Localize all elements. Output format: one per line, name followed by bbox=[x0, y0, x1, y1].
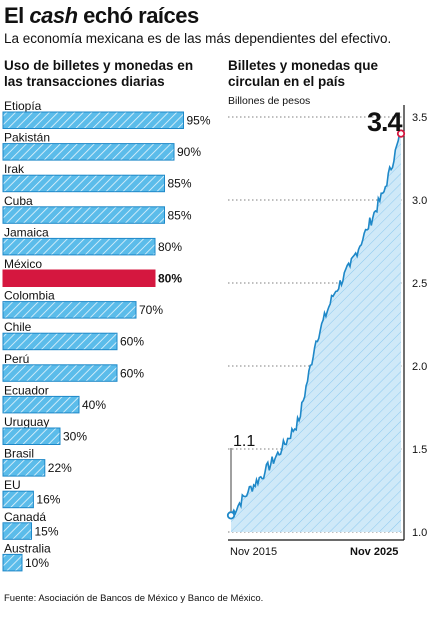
bar-value-label: 85% bbox=[168, 208, 192, 222]
source-note: Fuente: Asociación de Bancos de México y… bbox=[4, 593, 264, 604]
bar bbox=[2, 395, 80, 414]
bar bbox=[2, 206, 165, 224]
bar-chart: Etiopía 95% Pakistán 90% Irak 85% Cuba 85% Jamai… bbox=[2, 99, 211, 572]
y-tick-label: 2.0 bbox=[412, 361, 427, 373]
bar bbox=[2, 459, 46, 477]
bar-value-label: 40% bbox=[82, 398, 106, 412]
bar-value-label: 60% bbox=[120, 335, 144, 349]
start-marker bbox=[226, 511, 236, 520]
page-title: El cash echó raíces bbox=[4, 3, 199, 28]
bar-category-label: Ecuador bbox=[4, 383, 49, 397]
bar-category-label: Jamaica bbox=[4, 225, 49, 239]
area-fill bbox=[231, 133, 401, 532]
x-tick-label: Nov 2015 bbox=[230, 546, 277, 558]
x-tick-label: Nov 2025 bbox=[350, 546, 398, 558]
bar-value-label: 90% bbox=[177, 145, 201, 159]
bar-value-label: 85% bbox=[168, 177, 192, 191]
bar-value-label: 15% bbox=[35, 524, 59, 538]
bar bbox=[2, 111, 184, 129]
bar-category-label: Colombia bbox=[4, 289, 55, 303]
y-tick-label: 1.5 bbox=[412, 444, 427, 456]
bar-category-label: Chile bbox=[4, 320, 32, 334]
area-chart-title: Billetes y monedas que circulan en el pa… bbox=[228, 58, 379, 89]
bar-value-label: 80% bbox=[158, 240, 182, 254]
bar bbox=[2, 143, 175, 161]
bar-value-label: 22% bbox=[48, 461, 72, 475]
end-value-label: 3.4 bbox=[367, 107, 403, 137]
bar-value-label: 30% bbox=[63, 430, 87, 444]
y-tick-label: 3.0 bbox=[412, 195, 427, 207]
bar bbox=[2, 301, 137, 319]
bar bbox=[2, 553, 23, 572]
bar-category-label: México bbox=[4, 257, 42, 271]
bar bbox=[2, 522, 32, 540]
bar-category-label: Pakistán bbox=[4, 131, 50, 145]
y-tick-label: 2.5 bbox=[412, 278, 427, 290]
bar-category-label: Etiopía bbox=[4, 99, 42, 113]
bar-value-label: 60% bbox=[120, 366, 144, 380]
bar-category-label: Perú bbox=[4, 352, 29, 366]
page-subtitle: La economía mexicana es de las más depen… bbox=[4, 31, 392, 46]
bar bbox=[2, 364, 118, 382]
y-tick-label: 3.5 bbox=[412, 112, 427, 124]
bar-category-label: Irak bbox=[4, 162, 25, 176]
bar bbox=[2, 332, 118, 351]
bar bbox=[2, 490, 34, 509]
bar bbox=[2, 174, 165, 193]
start-value-label: 1.1 bbox=[233, 433, 255, 450]
end-marker bbox=[396, 129, 406, 138]
bar-category-label: Uruguay bbox=[4, 415, 49, 429]
bar-chart-title: Uso de billetes y monedas en las transac… bbox=[4, 58, 194, 89]
bar-value-label: 70% bbox=[139, 303, 163, 317]
bar-category-label: Canadá bbox=[4, 510, 46, 524]
bar bbox=[2, 427, 61, 445]
bar-value-label: 10% bbox=[25, 556, 49, 570]
bar-category-label: EU bbox=[4, 478, 21, 492]
bar bbox=[2, 237, 156, 256]
bar-highlight bbox=[2, 269, 156, 287]
bar-value-label: 80% bbox=[158, 272, 182, 286]
bar-category-label: Brasil bbox=[4, 447, 34, 461]
series-line bbox=[230, 132, 401, 516]
bar-category-label: Cuba bbox=[4, 194, 33, 208]
bar-value-label: 16% bbox=[36, 493, 60, 507]
bar-category-label: Australia bbox=[4, 541, 51, 555]
area-chart-unit: Billones de pesos bbox=[228, 95, 311, 107]
y-tick-label: 1.0 bbox=[412, 527, 427, 539]
bar-value-label: 95% bbox=[187, 114, 211, 128]
